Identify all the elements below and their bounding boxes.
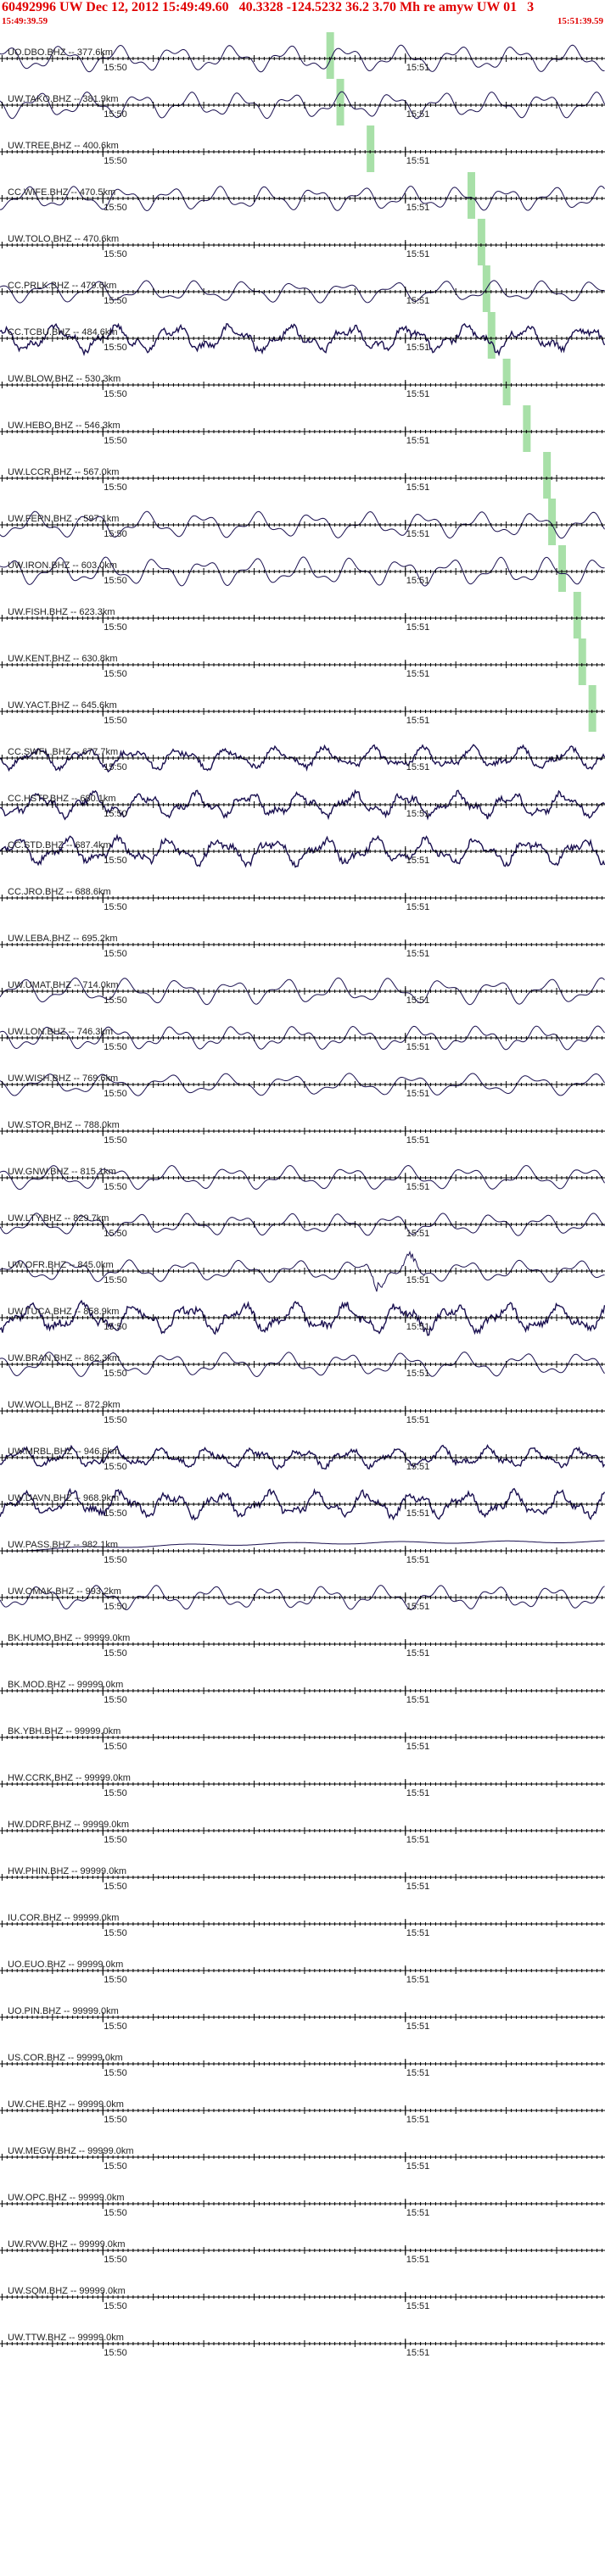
pick-marker	[557, 545, 566, 592]
axes-layer	[0, 53, 605, 2349]
waveform-trace	[0, 322, 605, 357]
pick-marker	[588, 685, 597, 732]
waveform-trace	[0, 1585, 605, 1611]
waveform-trace	[0, 1351, 605, 1378]
pick-marker	[523, 405, 531, 452]
waveform-trace	[0, 834, 605, 868]
end-time-label: 15:51:39.59	[557, 16, 603, 26]
waveform-trace	[0, 280, 605, 304]
waveform-trace	[0, 510, 605, 539]
pick-marker	[477, 219, 485, 265]
pick-marker	[487, 312, 496, 359]
event-header: 60492996 UW Dec 12, 2012 15:49:49.60 40.…	[0, 0, 605, 31]
start-time-label: 15:49:39.59	[2, 16, 48, 26]
waveform-trace	[0, 1299, 605, 1336]
event-title: 60492996 UW Dec 12, 2012 15:49:49.60 40.…	[2, 0, 535, 14]
pick-marker	[367, 125, 375, 172]
waveform-trace	[0, 1213, 605, 1236]
pick-marker	[578, 638, 586, 685]
waveform-trace	[0, 977, 605, 1006]
traces-layer	[0, 44, 605, 1611]
waveform-trace	[0, 1250, 605, 1292]
pick-marker	[326, 32, 334, 79]
waveform-trace	[0, 1025, 605, 1051]
waveform-trace	[0, 1487, 605, 1521]
waveform-trace	[0, 744, 605, 773]
waveform-trace	[0, 1164, 605, 1190]
pick-marker	[573, 592, 581, 638]
waveform-trace	[0, 1540, 605, 1552]
waveform-trace	[0, 1073, 605, 1096]
pick-marker	[548, 499, 557, 545]
waveform-trace	[0, 789, 605, 821]
pick-marker	[336, 79, 345, 125]
picks-layer	[326, 32, 597, 732]
pick-marker	[543, 452, 552, 499]
waveform-trace	[0, 1443, 605, 1471]
pick-marker	[468, 172, 476, 219]
waveform-trace	[0, 91, 605, 120]
waveform-trace	[0, 556, 605, 587]
waveform-trace	[0, 185, 605, 211]
